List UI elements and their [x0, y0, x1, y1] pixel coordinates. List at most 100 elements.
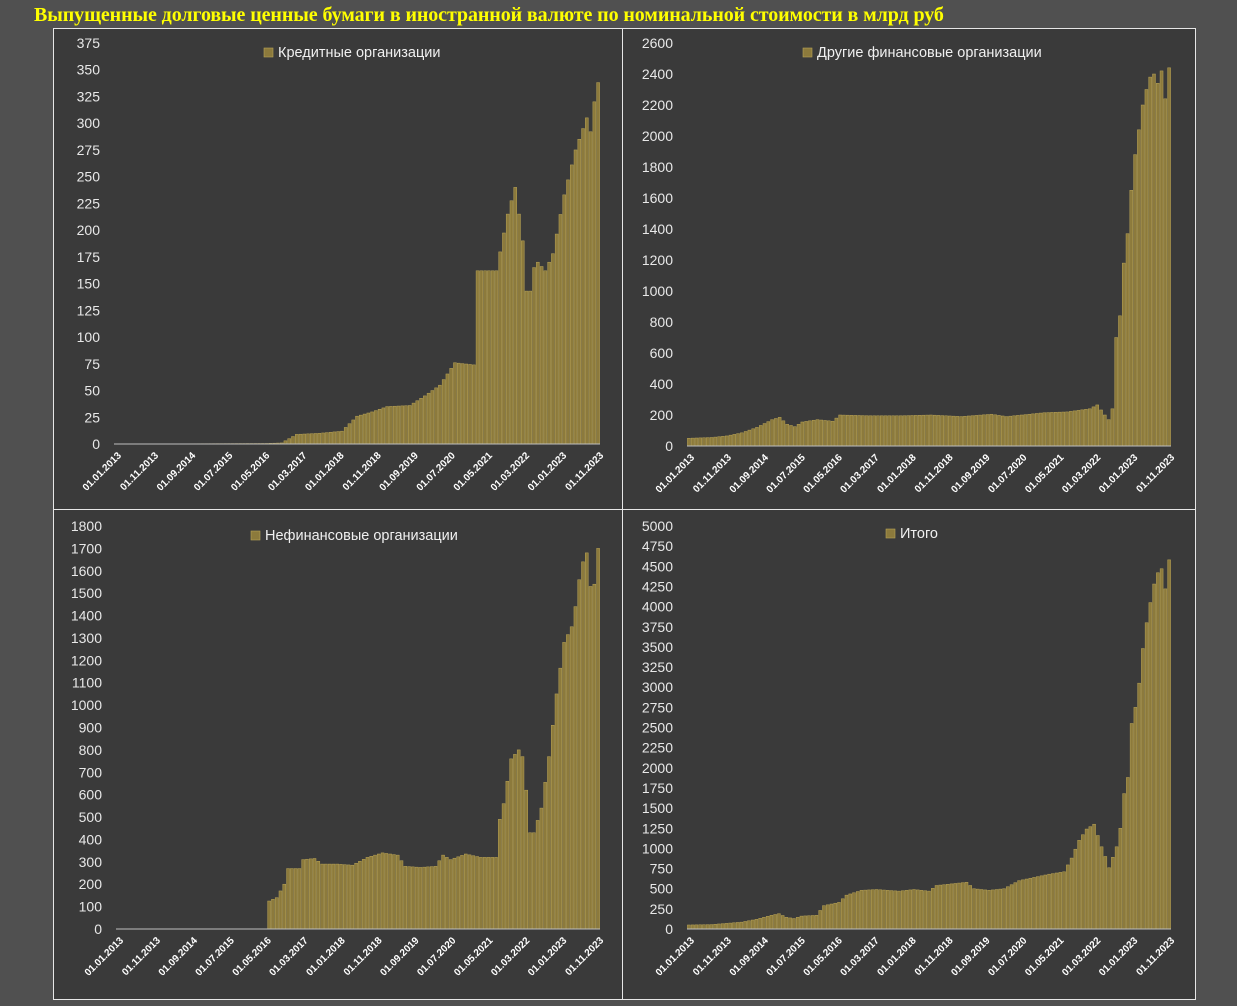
data-bar	[392, 405, 397, 445]
data-bar	[747, 920, 751, 930]
data-bar	[374, 410, 378, 445]
data-bar	[702, 924, 706, 930]
data-bar	[698, 924, 702, 930]
data-bar	[777, 417, 782, 447]
data-bar	[430, 390, 435, 445]
x-tick-label: 01.11.2023	[1134, 452, 1177, 495]
data-bar	[982, 414, 986, 447]
data-bar	[346, 864, 351, 930]
data-bar	[855, 891, 860, 930]
data-bar	[528, 832, 532, 930]
data-bar	[302, 433, 306, 445]
data-bar	[793, 426, 797, 447]
data-bar	[932, 414, 937, 447]
y-tick-label: 800	[79, 742, 103, 758]
data-bar	[852, 892, 856, 930]
y-tick-label: 1300	[71, 630, 102, 646]
data-bar	[765, 916, 770, 930]
data-bar	[365, 857, 370, 930]
data-bar	[796, 424, 801, 447]
y-tick-label: 200	[77, 222, 101, 238]
data-bar	[532, 832, 536, 930]
x-tick-label: 01.01.2013	[81, 450, 124, 493]
y-tick-label: 1200	[642, 252, 673, 268]
y-tick-label: 200	[650, 407, 674, 423]
data-bar	[327, 863, 332, 930]
y-tick-label: 325	[77, 88, 101, 104]
data-bar	[1133, 707, 1138, 930]
data-bar	[1111, 857, 1115, 930]
data-bar	[827, 420, 831, 447]
data-bar	[569, 626, 574, 930]
data-bar	[1092, 823, 1096, 930]
data-bar	[721, 436, 725, 447]
x-tick-label: 01.01.2013	[654, 452, 697, 495]
data-bar	[505, 213, 510, 445]
data-bar	[1002, 888, 1006, 930]
data-bar	[1084, 409, 1088, 447]
data-bar	[844, 894, 849, 930]
data-bar	[1129, 190, 1134, 447]
data-bar	[751, 428, 755, 447]
data-bar	[482, 857, 487, 930]
data-bar	[789, 425, 793, 447]
data-bar	[886, 890, 890, 930]
data-bar	[948, 415, 952, 447]
data-bar	[777, 913, 781, 930]
data-bar	[1140, 104, 1145, 447]
data-bar	[467, 854, 472, 930]
data-bar	[321, 432, 325, 445]
data-bar	[878, 889, 882, 930]
data-bar	[1062, 871, 1066, 930]
data-bar	[946, 884, 950, 930]
data-bar	[388, 853, 392, 930]
data-bar	[441, 854, 445, 930]
data-bar	[690, 924, 695, 930]
data-bar	[271, 899, 275, 930]
data-bar	[788, 917, 792, 930]
y-tick-label: 1600	[71, 563, 102, 579]
data-bar	[923, 890, 927, 930]
y-tick-label: 1000	[642, 283, 673, 299]
data-bar	[743, 431, 748, 447]
data-bar	[732, 434, 737, 447]
data-bar	[566, 179, 570, 445]
y-tick-label: 1100	[72, 675, 102, 691]
data-bar	[732, 922, 736, 930]
chart-credit: 0 25 50 75 100 125 150 175 200 225 250 275 300 325 350…	[77, 35, 607, 494]
data-bar	[717, 436, 721, 447]
data-bar	[596, 82, 600, 445]
data-bar	[910, 415, 914, 447]
data-bar	[1019, 414, 1024, 447]
chart-panel-other-financial: 0 200 400 600 800 1000 1200 1400 1600 1800 2000 220…	[622, 28, 1196, 510]
data-bar	[452, 857, 457, 930]
data-bar	[1152, 583, 1156, 930]
data-bar	[904, 890, 909, 930]
data-bar	[592, 583, 597, 930]
data-bar	[1106, 419, 1111, 447]
data-bar	[1167, 559, 1171, 930]
y-tick-label: 4250	[642, 578, 673, 594]
y-tick-label: 800	[650, 314, 674, 330]
y-tick-label: 2750	[642, 699, 673, 715]
data-bar	[803, 915, 807, 930]
y-tick-label: 200	[79, 876, 103, 892]
data-bar	[1099, 846, 1104, 930]
x-tick-label: 01.01.2018	[875, 452, 918, 495]
data-bar	[490, 270, 495, 445]
y-tick-label: 0	[665, 921, 673, 937]
data-bar	[978, 414, 982, 447]
legend-swatch	[263, 47, 274, 58]
data-bar	[690, 437, 695, 447]
y-tick-label: 100	[77, 329, 101, 345]
data-bar	[991, 889, 995, 930]
y-tick-label: 2500	[642, 720, 673, 736]
data-bar	[815, 419, 820, 447]
data-bar	[1031, 413, 1035, 447]
data-bar	[328, 431, 333, 445]
data-bar	[306, 433, 310, 445]
data-bar	[543, 270, 548, 445]
data-bar	[1103, 856, 1108, 930]
data-bar	[419, 398, 423, 445]
bars	[267, 548, 600, 930]
